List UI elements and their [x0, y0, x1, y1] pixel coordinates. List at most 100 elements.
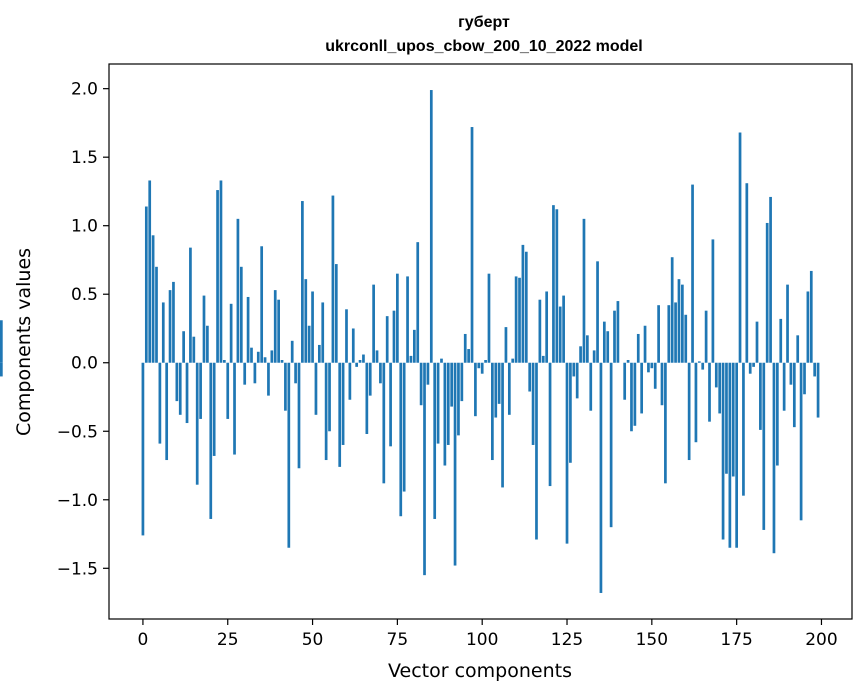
bar [575, 362, 579, 399]
bar [586, 335, 589, 363]
bar [294, 362, 297, 384]
bar [521, 244, 525, 363]
bar [416, 242, 420, 363]
bar [809, 270, 813, 363]
bar [226, 362, 230, 419]
bar [748, 362, 752, 374]
bar [511, 358, 515, 363]
bar [752, 362, 755, 367]
bar [355, 362, 359, 367]
bar [704, 310, 708, 363]
bar [151, 235, 155, 363]
bar [552, 205, 555, 363]
bar [480, 362, 484, 374]
bar [602, 321, 606, 363]
bar [379, 362, 382, 384]
bar [474, 362, 477, 417]
bar [334, 264, 338, 363]
bar [297, 362, 301, 469]
bar [446, 362, 450, 445]
y-axis-ticks: −1.5 −1.0 −0.5 0.0 0.5 1.0 1.5 2.0 [57, 80, 109, 579]
bar [372, 284, 375, 363]
bar [494, 362, 498, 418]
bar [331, 195, 335, 363]
bar [792, 362, 796, 428]
bar [277, 299, 280, 363]
bar [674, 302, 677, 363]
bar [565, 362, 569, 544]
bar [392, 310, 396, 363]
bar [460, 362, 464, 402]
bar [307, 325, 311, 363]
bar [148, 180, 152, 363]
bar [579, 346, 582, 363]
bar [491, 362, 494, 461]
bar [487, 273, 491, 363]
bar [589, 362, 593, 411]
bar [375, 350, 379, 363]
y-tick-label: 1.5 [71, 148, 98, 168]
bar [389, 362, 392, 447]
bar [786, 284, 789, 363]
bar [742, 362, 745, 496]
bar [745, 183, 749, 363]
bar [290, 340, 294, 363]
x-tick-label: 0 [138, 630, 149, 650]
bar [633, 362, 637, 426]
bar [572, 362, 576, 377]
bar [423, 362, 426, 576]
bar [453, 362, 457, 566]
bar [443, 362, 447, 466]
bar [582, 218, 586, 363]
bar [640, 362, 644, 414]
bar [348, 362, 352, 400]
y-axis-label: Components values [13, 248, 35, 436]
bar [507, 362, 511, 415]
bar [385, 316, 389, 363]
bar [175, 362, 179, 402]
bar [643, 325, 647, 363]
bar [670, 257, 674, 363]
bar [776, 362, 779, 466]
bar [450, 362, 454, 407]
bar [782, 362, 786, 411]
bar [216, 190, 219, 363]
bar [409, 355, 413, 363]
bar [233, 362, 236, 455]
bar [596, 261, 599, 363]
bar [144, 206, 148, 363]
bar [304, 279, 308, 363]
bar [345, 309, 348, 363]
bar [314, 362, 318, 415]
bar [701, 362, 705, 370]
bar [284, 362, 287, 411]
x-axis-label: Vector components [388, 660, 572, 682]
bar [555, 209, 559, 363]
bar [280, 360, 284, 363]
bar [155, 266, 158, 363]
bar [426, 362, 430, 385]
bar [229, 303, 233, 363]
bar [731, 362, 735, 477]
bar [711, 239, 715, 363]
bar [609, 362, 613, 528]
bar [538, 299, 542, 363]
bar [270, 350, 274, 363]
bar [518, 277, 521, 363]
bar [239, 266, 243, 363]
y-tick-label: 0.5 [71, 285, 98, 305]
bar [338, 362, 342, 467]
bar [616, 301, 620, 363]
bar [0, 320, 3, 363]
bar [199, 362, 202, 419]
x-tick-label: 100 [466, 630, 498, 650]
bar [592, 350, 596, 363]
bar [667, 305, 671, 363]
bar [562, 295, 565, 363]
bar [484, 360, 487, 363]
bar [725, 362, 728, 474]
bar [681, 284, 684, 363]
bar [528, 362, 532, 392]
bar [263, 357, 267, 363]
bar [664, 362, 667, 484]
